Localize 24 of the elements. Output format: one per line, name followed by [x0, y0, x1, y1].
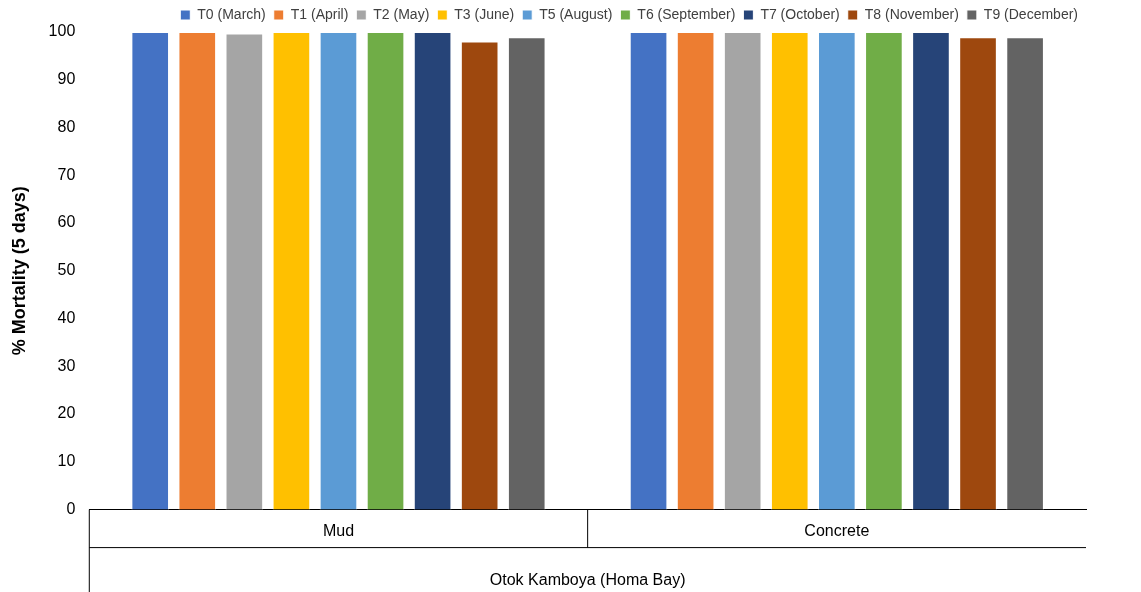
y-tick-label: 0: [66, 500, 76, 518]
legend-label: T0 (March): [197, 5, 266, 22]
y-tick-label: 30: [57, 356, 76, 374]
y-tick-label: 20: [57, 404, 76, 422]
legend-label: T1 (April): [290, 5, 349, 22]
legend-label: T3 (June): [454, 5, 515, 22]
y-tick-label: 100: [48, 22, 76, 40]
legend-label: T8 (November): [864, 5, 959, 22]
x-tick-label: Concrete: [804, 521, 870, 539]
y-tick-label: 90: [57, 70, 76, 88]
legend-label: T2 (May): [373, 5, 430, 22]
legend-label: T5 (August): [539, 5, 613, 22]
y-tick-label: 10: [57, 452, 76, 470]
legend-label: T6 (September): [637, 5, 736, 22]
x-tick-label: Mud: [322, 521, 355, 539]
legend-label: T7 (October): [760, 5, 840, 22]
y-tick-label: 60: [57, 213, 76, 231]
y-axis-title: % Mortality (5 days): [8, 186, 29, 356]
y-tick-label: 40: [57, 308, 76, 326]
x-axis-title: Otok Kamboya (Homa Bay): [489, 570, 686, 588]
y-tick-label: 70: [57, 165, 76, 183]
y-tick-label: 50: [57, 261, 76, 279]
y-tick-label: 80: [57, 117, 76, 135]
legend-label: T9 (December): [983, 5, 1079, 22]
